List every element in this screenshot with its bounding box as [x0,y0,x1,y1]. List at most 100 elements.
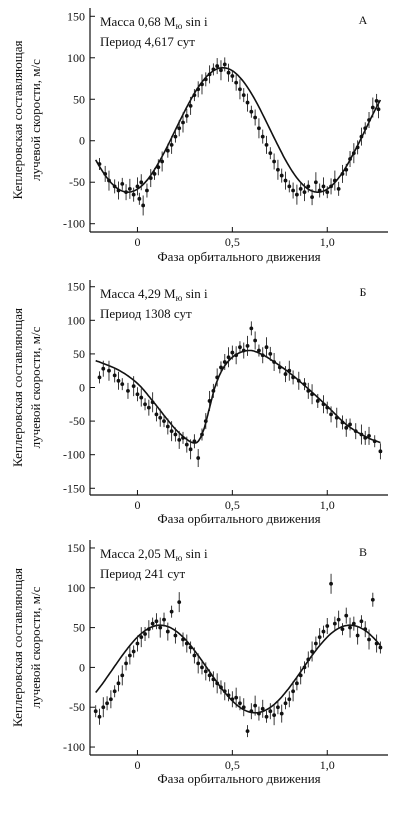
data-point [336,617,341,622]
data-point [310,392,314,397]
data-point [344,167,349,172]
data-point [124,190,128,195]
data-point [154,619,159,624]
x-tick-label: 1,0 [320,498,335,512]
data-point [222,360,227,364]
data-point [97,714,102,719]
data-point [108,697,113,702]
fit-curve [95,349,381,444]
data-point [238,87,242,92]
data-point [200,665,204,670]
data-point [260,134,265,139]
data-point [283,701,288,706]
data-point [257,711,261,716]
data-point [310,195,314,200]
data-point [287,368,292,373]
data-point [107,368,111,373]
data-point [131,649,136,654]
data-point [148,176,153,180]
data-point [238,701,242,706]
panel-label: Б [360,285,367,299]
data-point [268,709,273,714]
data-point [230,74,235,78]
data-point [158,625,163,630]
data-point [376,107,381,112]
y-tick-label: -50 [69,175,85,189]
data-point [116,681,121,686]
data-point [374,641,379,646]
y-axis-label-line1: Кеплеровская составляющая [10,308,25,467]
data-point [101,366,106,371]
x-tick-label: 1,0 [320,758,335,772]
x-axis-label: Фаза орбитального движения [157,511,320,526]
data-point [279,711,284,716]
data-point [378,449,383,454]
data-point [184,442,189,447]
data-point [329,184,333,189]
y-axis-label-line2: лучевой скорости, м/с [28,59,43,181]
data-point [241,348,246,353]
y-axis-label-line2: лучевой скорости, м/с [28,326,43,448]
x-tick-label: 0 [134,758,140,772]
panel-label: A [359,13,368,27]
mass-suffix: sin i [182,546,208,561]
data-point [249,709,254,714]
data-point [120,673,125,678]
data-point [154,412,159,417]
data-point [181,435,185,440]
data-point [363,627,368,632]
data-point [188,645,193,650]
fit-curve [95,624,382,714]
data-point [200,82,204,87]
panel-label: В [359,545,367,559]
data-point [139,180,144,185]
data-point [112,689,117,694]
data-point [137,196,142,201]
data-point [126,388,130,393]
y-tick-label: -100 [63,448,85,462]
data-point [173,134,178,139]
data-point [188,447,193,452]
data-point [264,345,269,350]
mass-annotation: Масса 0,68 Mю sin i [100,14,208,31]
data-point [124,661,128,666]
data-point [103,172,108,176]
data-point [184,113,189,118]
data-point [131,384,136,389]
data-point [294,681,299,686]
data-point [296,378,301,383]
data-point [150,400,155,405]
data-point [146,405,151,410]
mass-text: Масса 0,68 M [100,14,176,29]
data-point [260,353,265,358]
data-point [211,67,216,72]
data-point [234,695,239,700]
data-point [298,673,303,678]
data-point [348,157,352,161]
data-point [169,609,174,614]
mass-suffix: sin i [182,14,208,29]
data-point [226,693,231,698]
data-point [253,115,258,120]
data-point [156,165,161,170]
y-tick-label: 50 [73,92,85,106]
data-point [105,701,109,706]
data-point [353,429,358,434]
mass-annotation: Масса 2,05 Mю sin i [100,546,208,563]
data-point [120,181,125,186]
data-point [101,705,106,710]
data-point [97,162,102,166]
data-point [302,190,307,195]
data-point [203,669,208,674]
data-point [325,405,330,410]
y-axis-label-line1: Кеплеровская составляющая [10,40,25,199]
data-point [219,68,223,73]
data-point [135,392,140,397]
data-point [203,77,208,82]
data-point [215,681,220,686]
data-point [165,148,170,153]
data-point [340,172,345,176]
data-point [152,172,157,176]
data-point [241,705,246,710]
data-point [348,625,352,630]
